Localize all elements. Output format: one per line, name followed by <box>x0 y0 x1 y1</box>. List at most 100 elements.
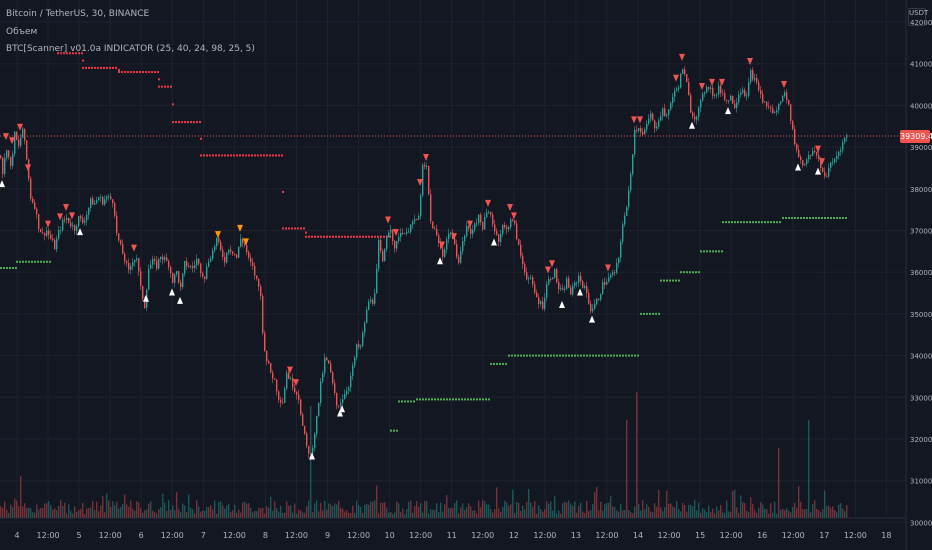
volume-bar <box>40 507 42 518</box>
candle-body <box>444 249 446 257</box>
volume-bar <box>730 511 732 518</box>
volume-bar <box>456 500 458 518</box>
time-tick-label: 11 <box>447 531 457 540</box>
green-stop-dot <box>446 398 448 401</box>
volume-bar <box>426 500 428 518</box>
volume-bar <box>248 503 250 518</box>
candle-body <box>632 154 634 174</box>
candle-body <box>296 392 298 395</box>
volume-bar <box>72 513 74 518</box>
candle-body <box>164 257 166 260</box>
green-stop-dot <box>485 398 487 401</box>
orange-signal-arrow <box>215 231 221 239</box>
green-stop-dot <box>601 354 603 357</box>
red-stop-dot <box>317 235 319 238</box>
volume-bar <box>270 496 272 518</box>
green-stop-dot <box>800 216 802 219</box>
volume-bar <box>812 504 814 518</box>
volume-bar <box>498 508 500 518</box>
time-tick-label: 12:00 <box>595 531 618 540</box>
green-stop-dot <box>40 260 42 263</box>
indicator-label[interactable]: BTC[Scanner] v01.0a INDICATOR (25, 40, 2… <box>6 44 255 54</box>
candle-body <box>686 74 688 83</box>
green-stop-dot <box>652 312 654 315</box>
red-stop-dot <box>305 231 307 234</box>
volume-bar <box>446 495 448 518</box>
green-stop-dot <box>613 354 615 357</box>
candle-body <box>754 77 756 80</box>
volume-bar <box>784 510 786 518</box>
volume-bar <box>496 487 498 518</box>
currency-unit-button[interactable]: USDT <box>908 8 928 26</box>
green-stop-dot <box>655 312 657 315</box>
volume-bar <box>296 513 298 518</box>
volume-bar <box>32 512 34 518</box>
candle-body <box>824 171 826 177</box>
volume-bar <box>630 512 632 518</box>
candle-body <box>328 360 330 364</box>
time-tick-label: 6 <box>139 531 144 540</box>
chart-grid <box>0 0 906 523</box>
green-stop-dot <box>842 216 844 219</box>
symbol-title[interactable]: Bitcoin / TetherUS, 30, BINANCE <box>6 9 150 19</box>
volume-bar <box>44 503 46 518</box>
candle-body <box>802 159 804 166</box>
red-stop-dot <box>356 235 358 238</box>
volume-bar <box>222 505 224 518</box>
candle-body <box>830 162 832 168</box>
candle-body <box>788 99 790 105</box>
volume-bar <box>460 507 462 518</box>
candle-body <box>582 281 584 288</box>
green-stop-dot <box>821 216 823 219</box>
volume-bar <box>762 504 764 518</box>
candle-body <box>326 357 328 361</box>
volume-bar <box>468 503 470 518</box>
candle-body <box>128 262 130 270</box>
candle-body <box>746 95 748 97</box>
volume-bar <box>614 506 616 518</box>
volume-bar <box>806 509 808 518</box>
candle-body <box>700 100 702 108</box>
red-stop-dot <box>344 235 346 238</box>
candle-body <box>174 274 176 283</box>
candle-body <box>422 164 424 196</box>
candle-body <box>16 131 18 140</box>
green-stop-dot <box>538 354 540 357</box>
volume-bar <box>766 509 768 518</box>
volume-bar <box>740 495 742 518</box>
candle-body <box>584 285 586 288</box>
sell-signal-arrow <box>45 220 51 228</box>
candle-body <box>92 198 94 205</box>
red-stop-dot <box>291 227 293 230</box>
green-stop-dot <box>422 398 424 401</box>
candle-body <box>762 94 764 103</box>
candle-body <box>724 93 726 100</box>
candle-body <box>440 242 442 249</box>
candle-body <box>60 229 62 231</box>
volume-bar <box>50 505 52 518</box>
candle-body <box>286 372 288 389</box>
candle-body <box>180 282 182 287</box>
volume-bar <box>820 512 822 518</box>
candle-body <box>268 361 270 364</box>
volume-bar <box>536 513 538 518</box>
volume-bar <box>352 505 354 518</box>
candle-body <box>124 253 126 262</box>
red-stop-dot <box>269 154 271 157</box>
green-stop-dot <box>680 271 682 274</box>
time-tick-label: 16 <box>757 531 767 540</box>
volume-bar <box>402 508 404 518</box>
red-stop-dot <box>230 154 232 157</box>
green-stop-dot <box>568 354 570 357</box>
red-stop-dot <box>218 154 220 157</box>
candle-body <box>250 257 252 263</box>
candle-body <box>782 95 784 102</box>
candle-body <box>318 402 320 416</box>
volume-label[interactable]: Объем <box>6 27 38 37</box>
volume-bar <box>748 511 750 518</box>
volume-bar <box>436 503 438 518</box>
green-stop-dot <box>393 429 395 432</box>
candle-body <box>118 233 120 241</box>
volume-bar <box>362 513 364 518</box>
